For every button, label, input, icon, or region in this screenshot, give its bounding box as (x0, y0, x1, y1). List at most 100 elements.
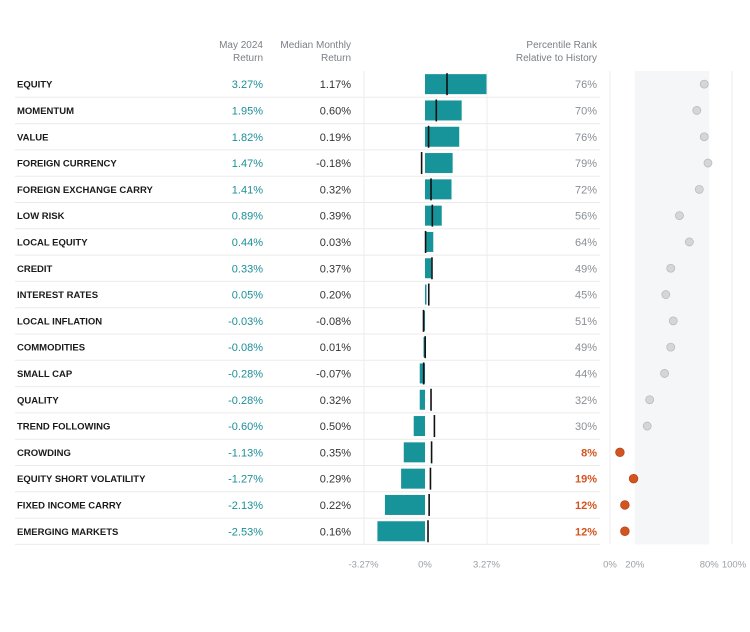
table-row: EQUITY SHORT VOLATILITY -1.27% 0.29% 19% (15, 467, 639, 493)
rank-axis-tick: 80% (700, 559, 720, 570)
median-return-value: 0.35% (320, 447, 351, 459)
rank-axis-tick: 0% (603, 559, 617, 570)
table-row: COMMODITIES -0.08% 0.01% 49% (15, 336, 676, 361)
median-return-value: 0.01% (320, 342, 351, 354)
return-bar (403, 442, 425, 463)
table-row: EQUITY 3.27% 1.17% 76% (15, 73, 709, 98)
rank-axis-tick: 100% (722, 559, 747, 570)
may-return-value: 0.33% (232, 263, 263, 275)
percentile-value: 49% (575, 263, 597, 275)
return-bar (425, 205, 442, 226)
category-label: FOREIGN CURRENCY (17, 159, 117, 170)
percentile-value: 76% (575, 132, 597, 144)
may-return-value: 0.44% (232, 237, 263, 249)
return-bar (425, 74, 487, 95)
column-headers: May 2024 Return Median Monthly Return Pe… (219, 40, 598, 64)
percentile-value: 19% (575, 474, 597, 486)
percentile-dot (628, 473, 639, 484)
percentile-dot (684, 237, 694, 247)
percentile-dot (666, 263, 676, 273)
percentile-value: 44% (575, 368, 597, 380)
return-bar (425, 179, 452, 200)
percentile-dot (666, 342, 676, 352)
may-return-value: -0.03% (228, 316, 263, 328)
median-return-value: 0.32% (320, 395, 351, 407)
percentile-value: 45% (575, 290, 597, 302)
may-return-value: -1.27% (228, 474, 263, 486)
category-label: TREND FOLLOWING (17, 422, 110, 433)
category-label: LOW RISK (17, 211, 65, 222)
table-row: LOCAL INFLATION -0.03% -0.08% 51% (15, 309, 678, 335)
may-return-value: -1.13% (228, 447, 263, 459)
percentile-value: 76% (575, 79, 597, 91)
category-label: QUALITY (17, 395, 59, 406)
row-layer: EQUITY 3.27% 1.17% 76% MOMENTUM 1.95% 0.60% 70%… (15, 73, 713, 545)
category-label: CROWDING (17, 448, 71, 459)
table-row: LOW RISK 0.89% 0.39% 56% (15, 204, 684, 230)
percentile-dot (668, 316, 678, 326)
return-bar (413, 416, 425, 437)
percentile-dot (645, 395, 655, 405)
percentile-dot (642, 421, 652, 431)
percentile-value: 72% (575, 184, 597, 196)
table-row: CREDIT 0.33% 0.37% 49% (15, 257, 676, 282)
category-label: LOCAL INFLATION (17, 316, 102, 327)
return-bar (419, 363, 425, 384)
table-row: FOREIGN EXCHANGE CARRY 1.41% 0.32% 72% (15, 178, 704, 203)
median-return-value: 0.50% (320, 421, 351, 433)
median-return-value: 1.17% (320, 79, 351, 91)
percentile-value: 30% (575, 421, 597, 433)
table-row: INTEREST RATES 0.05% 0.20% 45% (15, 283, 671, 309)
percentile-value: 56% (575, 211, 597, 223)
rank-header-line1: Percentile Rank (526, 40, 598, 51)
median-return-value: 0.20% (320, 290, 351, 302)
median-header-line1: Median Monthly (280, 40, 351, 51)
median-return-value: -0.18% (316, 158, 351, 170)
median-return-value: 0.19% (320, 132, 351, 144)
return-bar (423, 337, 425, 358)
percentile-value: 51% (575, 316, 597, 328)
may-return-value: 1.95% (232, 105, 263, 117)
table-row: MOMENTUM 1.95% 0.60% 70% (15, 99, 702, 125)
table-row: EMERGING MARKETS -2.53% 0.16% 12% (15, 520, 630, 545)
category-label: SMALL CAP (17, 369, 73, 380)
category-label: FIXED INCOME CARRY (17, 500, 122, 511)
percentile-dot (699, 132, 709, 142)
median-return-value: 0.29% (320, 474, 351, 486)
percentile-value: 12% (575, 500, 597, 512)
percentile-value: 12% (575, 526, 597, 538)
rank-axis-tick: 20% (625, 559, 645, 570)
median-return-value: 0.32% (320, 184, 351, 196)
return-bar (425, 284, 427, 305)
median-return-value: 0.60% (320, 105, 351, 117)
median-return-value: 0.03% (320, 237, 351, 249)
percentile-value: 32% (575, 395, 597, 407)
category-label: MOMENTUM (17, 106, 74, 117)
rank-band (634, 71, 710, 545)
table-row: CROWDING -1.13% 0.35% 8% (15, 441, 625, 466)
median-return-value: -0.07% (316, 368, 351, 380)
category-label: FOREIGN EXCHANGE CARRY (17, 185, 153, 196)
category-label: VALUE (17, 132, 49, 143)
category-label: EMERGING MARKETS (17, 527, 118, 538)
percentile-dot (699, 79, 709, 89)
percentile-value: 8% (581, 447, 597, 459)
category-label: INTEREST RATES (17, 290, 98, 301)
may-return-value: -0.60% (228, 421, 263, 433)
percentile-dot (703, 158, 713, 168)
may-return-value: -0.08% (228, 342, 263, 354)
may-return-value: 1.41% (232, 184, 263, 196)
return-bar (384, 494, 425, 515)
category-label: CREDIT (17, 264, 53, 275)
bar-axis-tick: 3.27% (473, 559, 500, 570)
percentile-dot (615, 447, 625, 458)
percentile-dot (620, 526, 630, 536)
return-bar (425, 100, 462, 121)
median-header-line2: Return (321, 53, 351, 64)
may-return-value: 1.82% (232, 132, 263, 144)
percentile-value: 70% (575, 105, 597, 117)
return-bar (425, 258, 432, 279)
return-bar (377, 521, 425, 542)
may-return-value: -0.28% (228, 368, 263, 380)
table-row: LOCAL EQUITY 0.44% 0.03% 64% (15, 230, 694, 256)
